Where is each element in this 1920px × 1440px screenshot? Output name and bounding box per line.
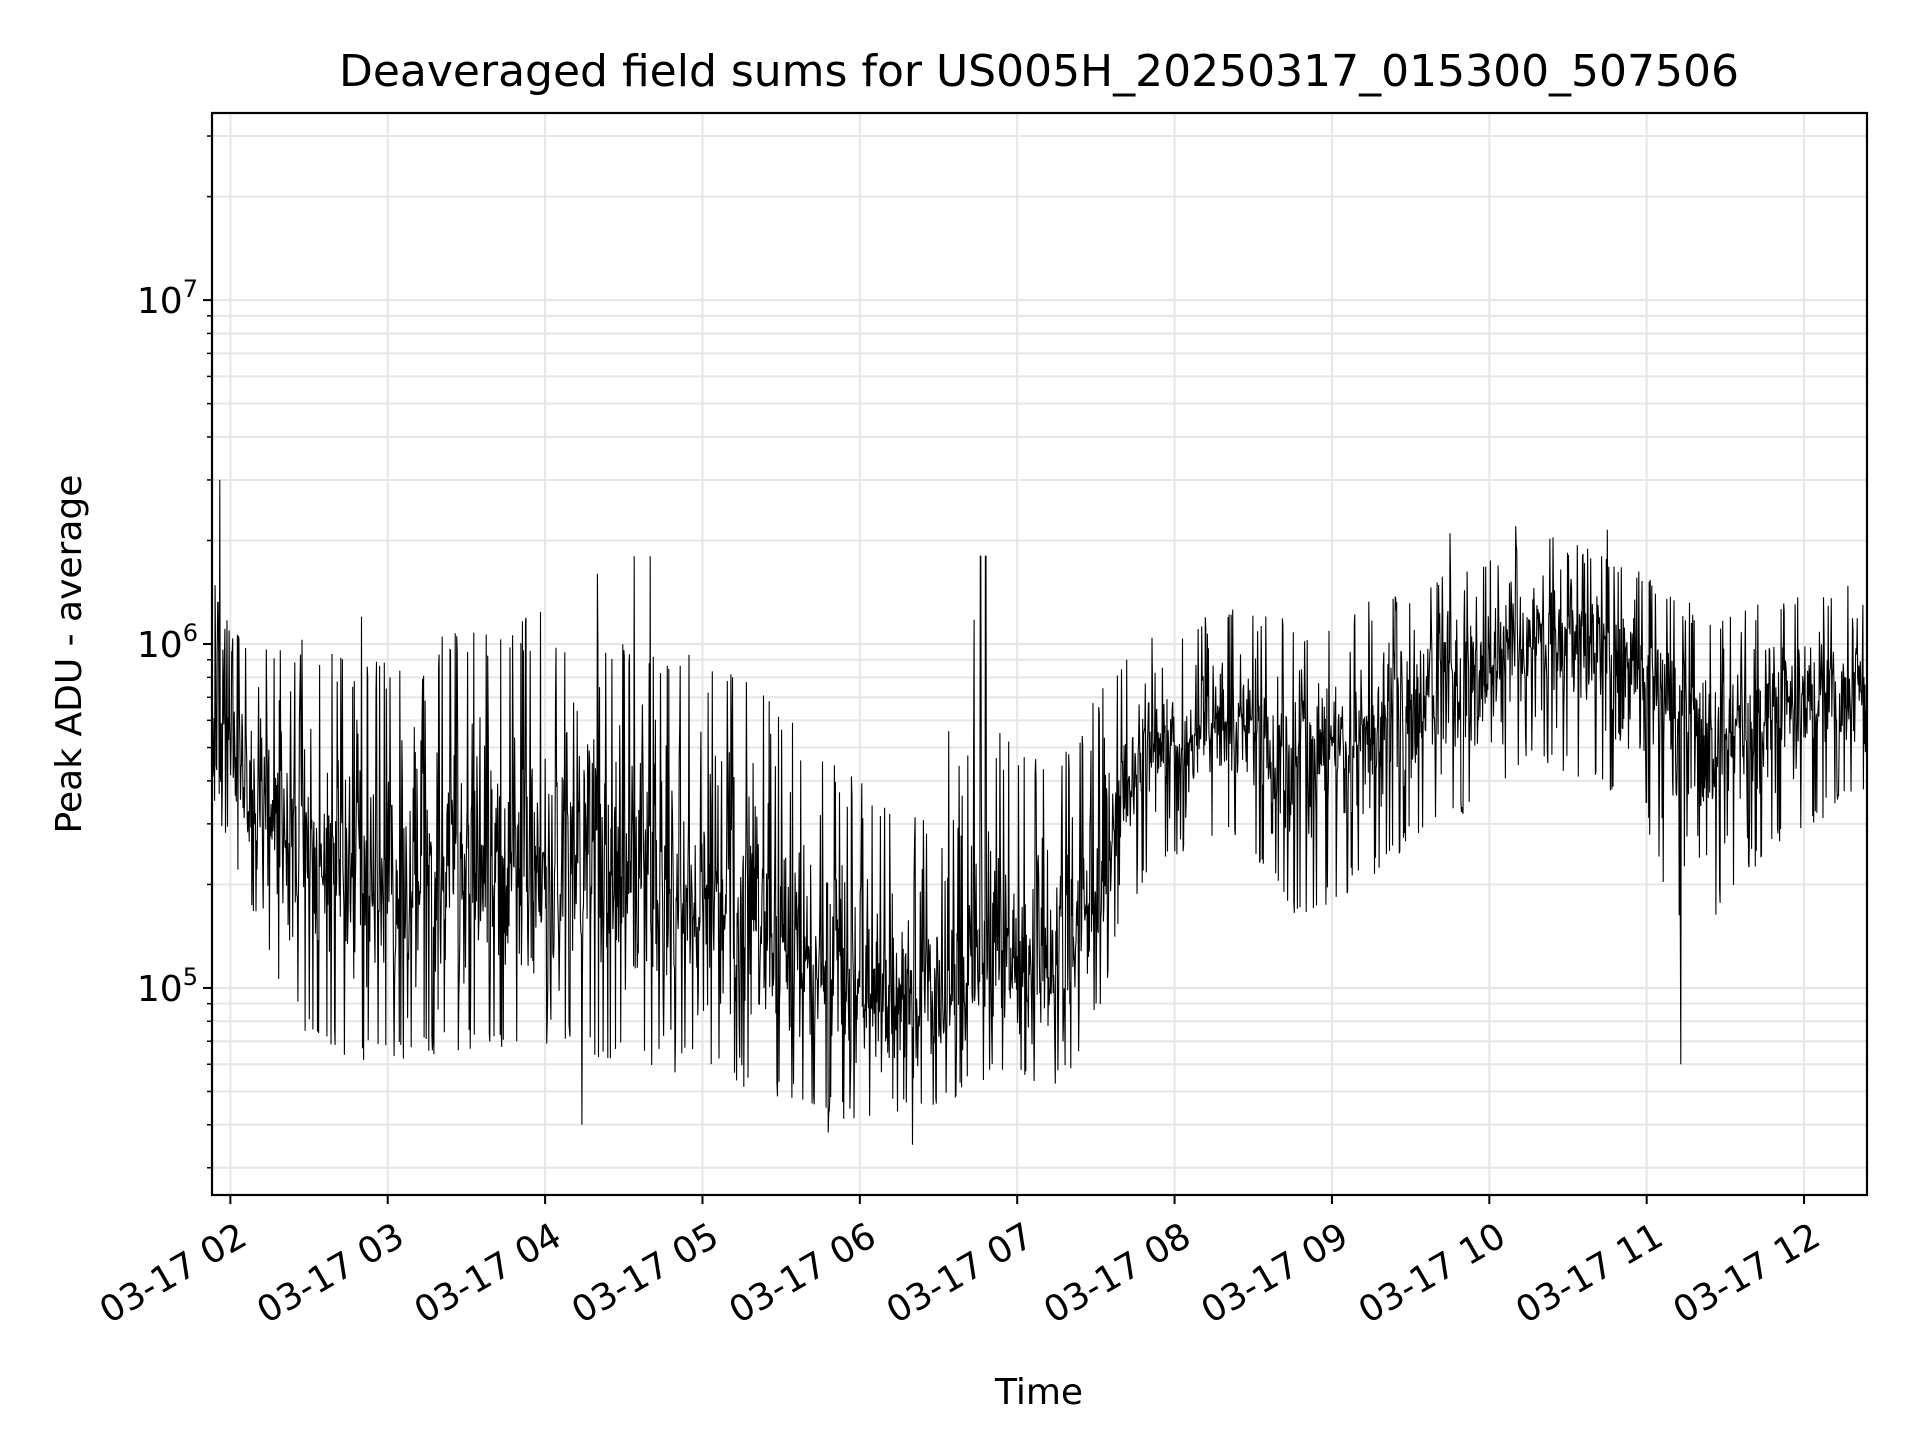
y-axis-label: Peak ADU - average [49,475,90,834]
series-layer [211,479,1868,1145]
y-tick-label-exponent: 6 [183,619,198,647]
series-line [211,479,1868,1145]
y-tick-label-base: 10 [137,625,183,666]
x-axis-label: Time [994,1372,1083,1413]
chart-title: Deaveraged field sums for US005H_2025031… [339,46,1739,97]
ticks [203,135,1806,1204]
y-tick-label: 106 [137,619,198,666]
y-tick-label-exponent: 7 [183,275,198,303]
y-tick-label: 107 [137,275,198,322]
y-tick-label: 105 [137,963,198,1010]
y-tick-label-base: 10 [137,969,183,1010]
plot-frame [210,111,1869,1197]
y-tick-label-base: 10 [137,281,183,322]
y-tick-label-exponent: 5 [183,963,198,991]
